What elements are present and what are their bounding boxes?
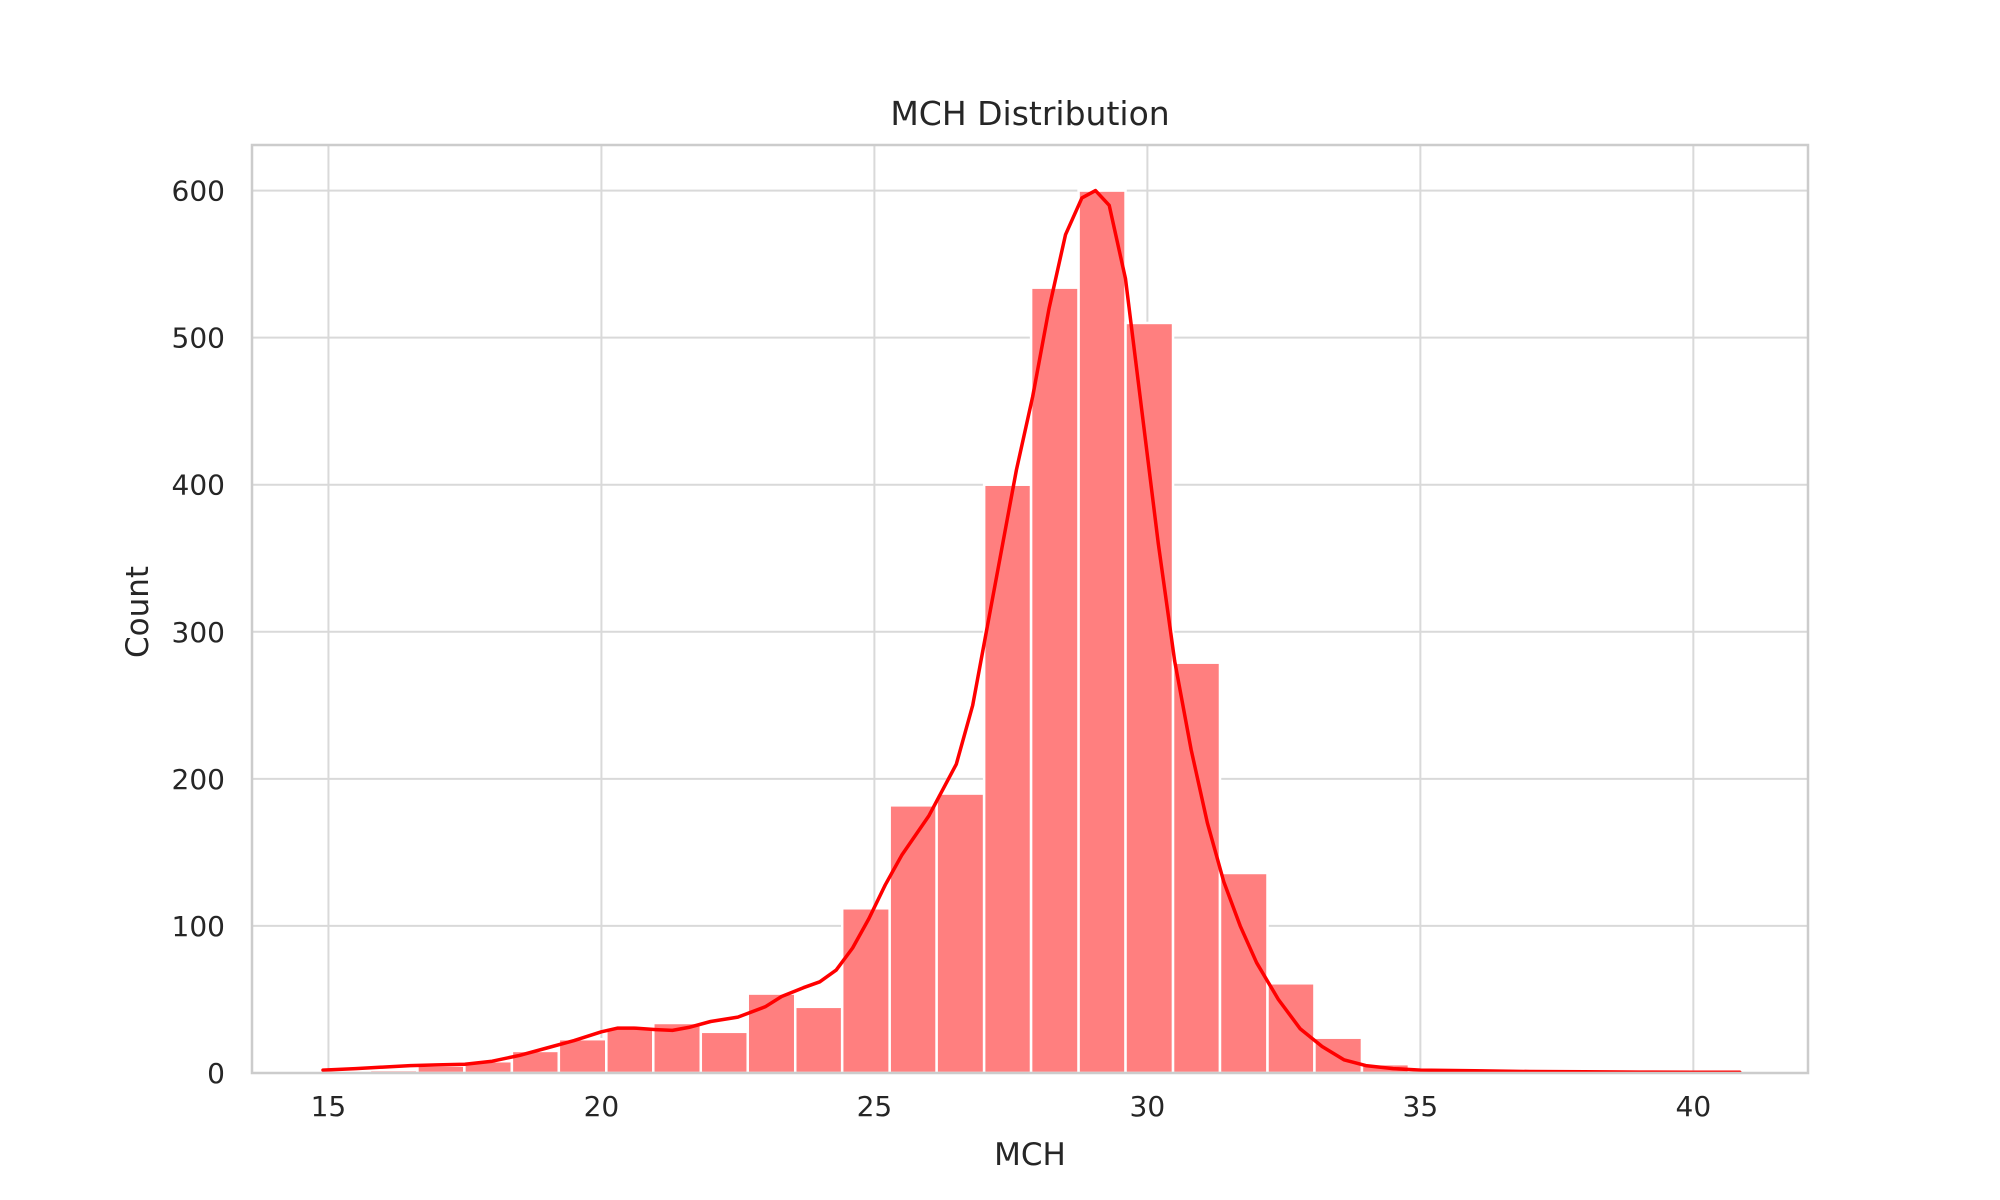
histogram-bar [1171,661,1222,1075]
histogram-bar [888,804,938,1075]
y-tick-label: 200 [172,763,225,796]
y-axis-label: Count [120,566,156,658]
y-tick-label: 500 [172,322,225,355]
histogram-bar [1077,189,1127,1075]
x-tick-label: 20 [584,1090,620,1123]
x-tick-label: 15 [311,1090,347,1123]
histogram-bar [746,992,797,1075]
kde-curve [321,188,1742,1075]
y-tick-label: 0 [207,1057,225,1090]
plot-frame [250,143,1810,1075]
x-tick-label: 25 [857,1090,893,1123]
histogram-bar [699,1030,749,1075]
histogram-bar [1266,982,1316,1075]
chart-title: MCH Distribution [890,94,1169,133]
y-tick-label: 300 [172,616,225,649]
y-axis-ticks: 0 100 200 300 400 500 600 [172,175,225,1090]
x-axis-label: MCH [994,1137,1066,1173]
kde-curve-layer [321,188,1742,1075]
histogram-bar [935,792,986,1075]
histogram-bar [793,1005,844,1075]
histogram-bar [1029,286,1080,1075]
histogram-bar [840,907,891,1075]
y-tick-label: 400 [172,469,225,502]
histogram-bar [605,1026,655,1075]
x-tick-label: 35 [1403,1090,1439,1123]
histogram-bar [1124,321,1175,1075]
y-tick-label: 600 [172,175,225,208]
x-axis-ticks: 15 20 25 30 35 40 [311,1090,1712,1123]
x-tick-label: 30 [1130,1090,1166,1123]
histogram-bar [982,483,1033,1075]
x-tick-label: 40 [1676,1090,1712,1123]
y-tick-label: 100 [172,910,225,943]
histogram-bar [1218,871,1269,1075]
